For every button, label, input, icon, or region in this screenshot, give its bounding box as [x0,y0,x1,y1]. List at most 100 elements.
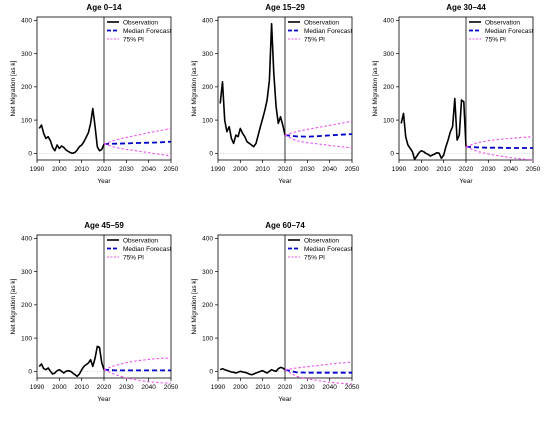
panel-title: Age 60–74 [265,221,305,230]
x-tick-label: 1990 [30,166,45,173]
x-tick-label: 2020 [97,166,112,173]
y-tick-label: 400 [383,18,394,25]
y-axis-label: Net Migration [as k] [372,60,379,116]
pi-upper-line [465,136,534,148]
x-tick-label: 2010 [74,384,89,391]
y-tick-label: 400 [21,18,32,25]
x-tick-label: 1990 [211,166,226,173]
y-tick-label: 300 [202,51,213,58]
observation-line [219,366,286,376]
legend-label: Observation [123,237,158,244]
x-tick-label: 2000 [52,166,67,173]
legend-pi: 75% PI [107,254,144,261]
x-tick-label: 2050 [526,166,541,173]
x-tick-label: 2020 [278,166,293,173]
pi-upper-line [284,361,353,371]
x-tick-label: 2010 [255,384,270,391]
x-tick-label: 2000 [52,384,67,391]
y-tick-label: 200 [21,302,32,309]
legend-label: Observation [485,19,520,26]
x-tick-label: 1990 [392,166,407,173]
y-tick-label: 100 [21,117,32,124]
x-tick-label: 2020 [459,166,474,173]
legend-median-forecast: Median Forecast [107,246,172,253]
y-tick-label: 400 [202,18,213,25]
legend-observation: Observation [107,237,158,244]
legend-label: Observation [304,237,339,244]
y-tick-label: 400 [202,236,213,243]
median-forecast-line [465,145,533,149]
x-axis-label: Year [97,178,111,185]
legend-pi: 75% PI [288,36,325,43]
x-tick-label: 2010 [74,166,89,173]
x-tick-label: 2020 [97,384,112,391]
x-tick-label: 2040 [141,384,156,391]
y-tick-label: 200 [202,302,213,309]
pi-lower-line [103,369,172,384]
x-tick-label: 2040 [503,166,518,173]
legend-median-forecast: Median Forecast [469,28,534,35]
y-axis-label: Net Migration [as k] [10,278,17,334]
x-tick-label: 2010 [255,166,270,173]
observation-line [219,22,286,148]
median-forecast-line [284,133,353,138]
x-tick-label: 2040 [322,384,337,391]
y-tick-label: 0 [390,151,394,158]
legend-label: Median Forecast [304,28,353,35]
x-tick-label: 2030 [481,166,496,173]
legend-label: 75% PI [485,36,506,43]
x-tick-label: 1990 [30,384,45,391]
median-forecast-line [103,368,171,372]
y-axis-label: Net Migration [as k] [191,278,198,334]
panel-title: Age 0–14 [86,3,122,12]
observation-line [400,97,467,161]
y-tick-label: 100 [21,335,32,342]
median-forecast-line [284,368,352,374]
legend-pi: 75% PI [469,36,506,43]
y-tick-label: 200 [383,84,394,91]
x-tick-label: 1990 [211,384,226,391]
x-tick-label: 2050 [164,384,179,391]
legend-label: Median Forecast [304,246,353,253]
legend-observation: Observation [469,19,520,26]
legend-median-forecast: Median Forecast [107,28,172,35]
x-tick-label: 2000 [233,384,248,391]
x-axis-label: Year [97,396,111,403]
legend-label: Median Forecast [485,28,534,35]
legend-median-forecast: Median Forecast [288,28,353,35]
y-tick-label: 400 [21,236,32,243]
legend-label: 75% PI [304,36,325,43]
x-tick-label: 2050 [345,384,360,391]
x-tick-label: 2030 [119,384,134,391]
y-tick-label: 0 [209,151,213,158]
legend-label: 75% PI [304,254,325,261]
legend-pi: 75% PI [288,254,325,261]
y-axis-label: Net Migration [as k] [10,60,17,116]
x-tick-label: 2030 [119,166,134,173]
y-tick-label: 200 [21,84,32,91]
y-tick-label: 100 [202,117,213,124]
x-tick-label: 2000 [414,166,429,173]
x-tick-label: 2020 [278,384,293,391]
x-tick-label: 2050 [164,166,179,173]
y-tick-label: 300 [383,51,394,58]
panel-title: Age 15–29 [265,3,305,12]
pi-upper-line [103,357,172,371]
legend-label: Observation [304,19,339,26]
observation-line [38,107,105,155]
y-tick-label: 300 [202,269,213,276]
pi-lower-line [103,143,172,157]
legend-median-forecast: Median Forecast [288,246,353,253]
y-tick-label: 300 [21,269,32,276]
panel-age-60-74: Age 60–74 1990 2000 2010 2020 2030 2040 2050 0 10… [191,221,360,403]
legend-pi: 75% PI [107,36,144,43]
panel-title: Age 30–44 [446,3,486,12]
x-tick-label: 2050 [345,166,360,173]
median-forecast-line [103,140,172,145]
y-tick-label: 0 [28,151,32,158]
legend-observation: Observation [288,237,339,244]
